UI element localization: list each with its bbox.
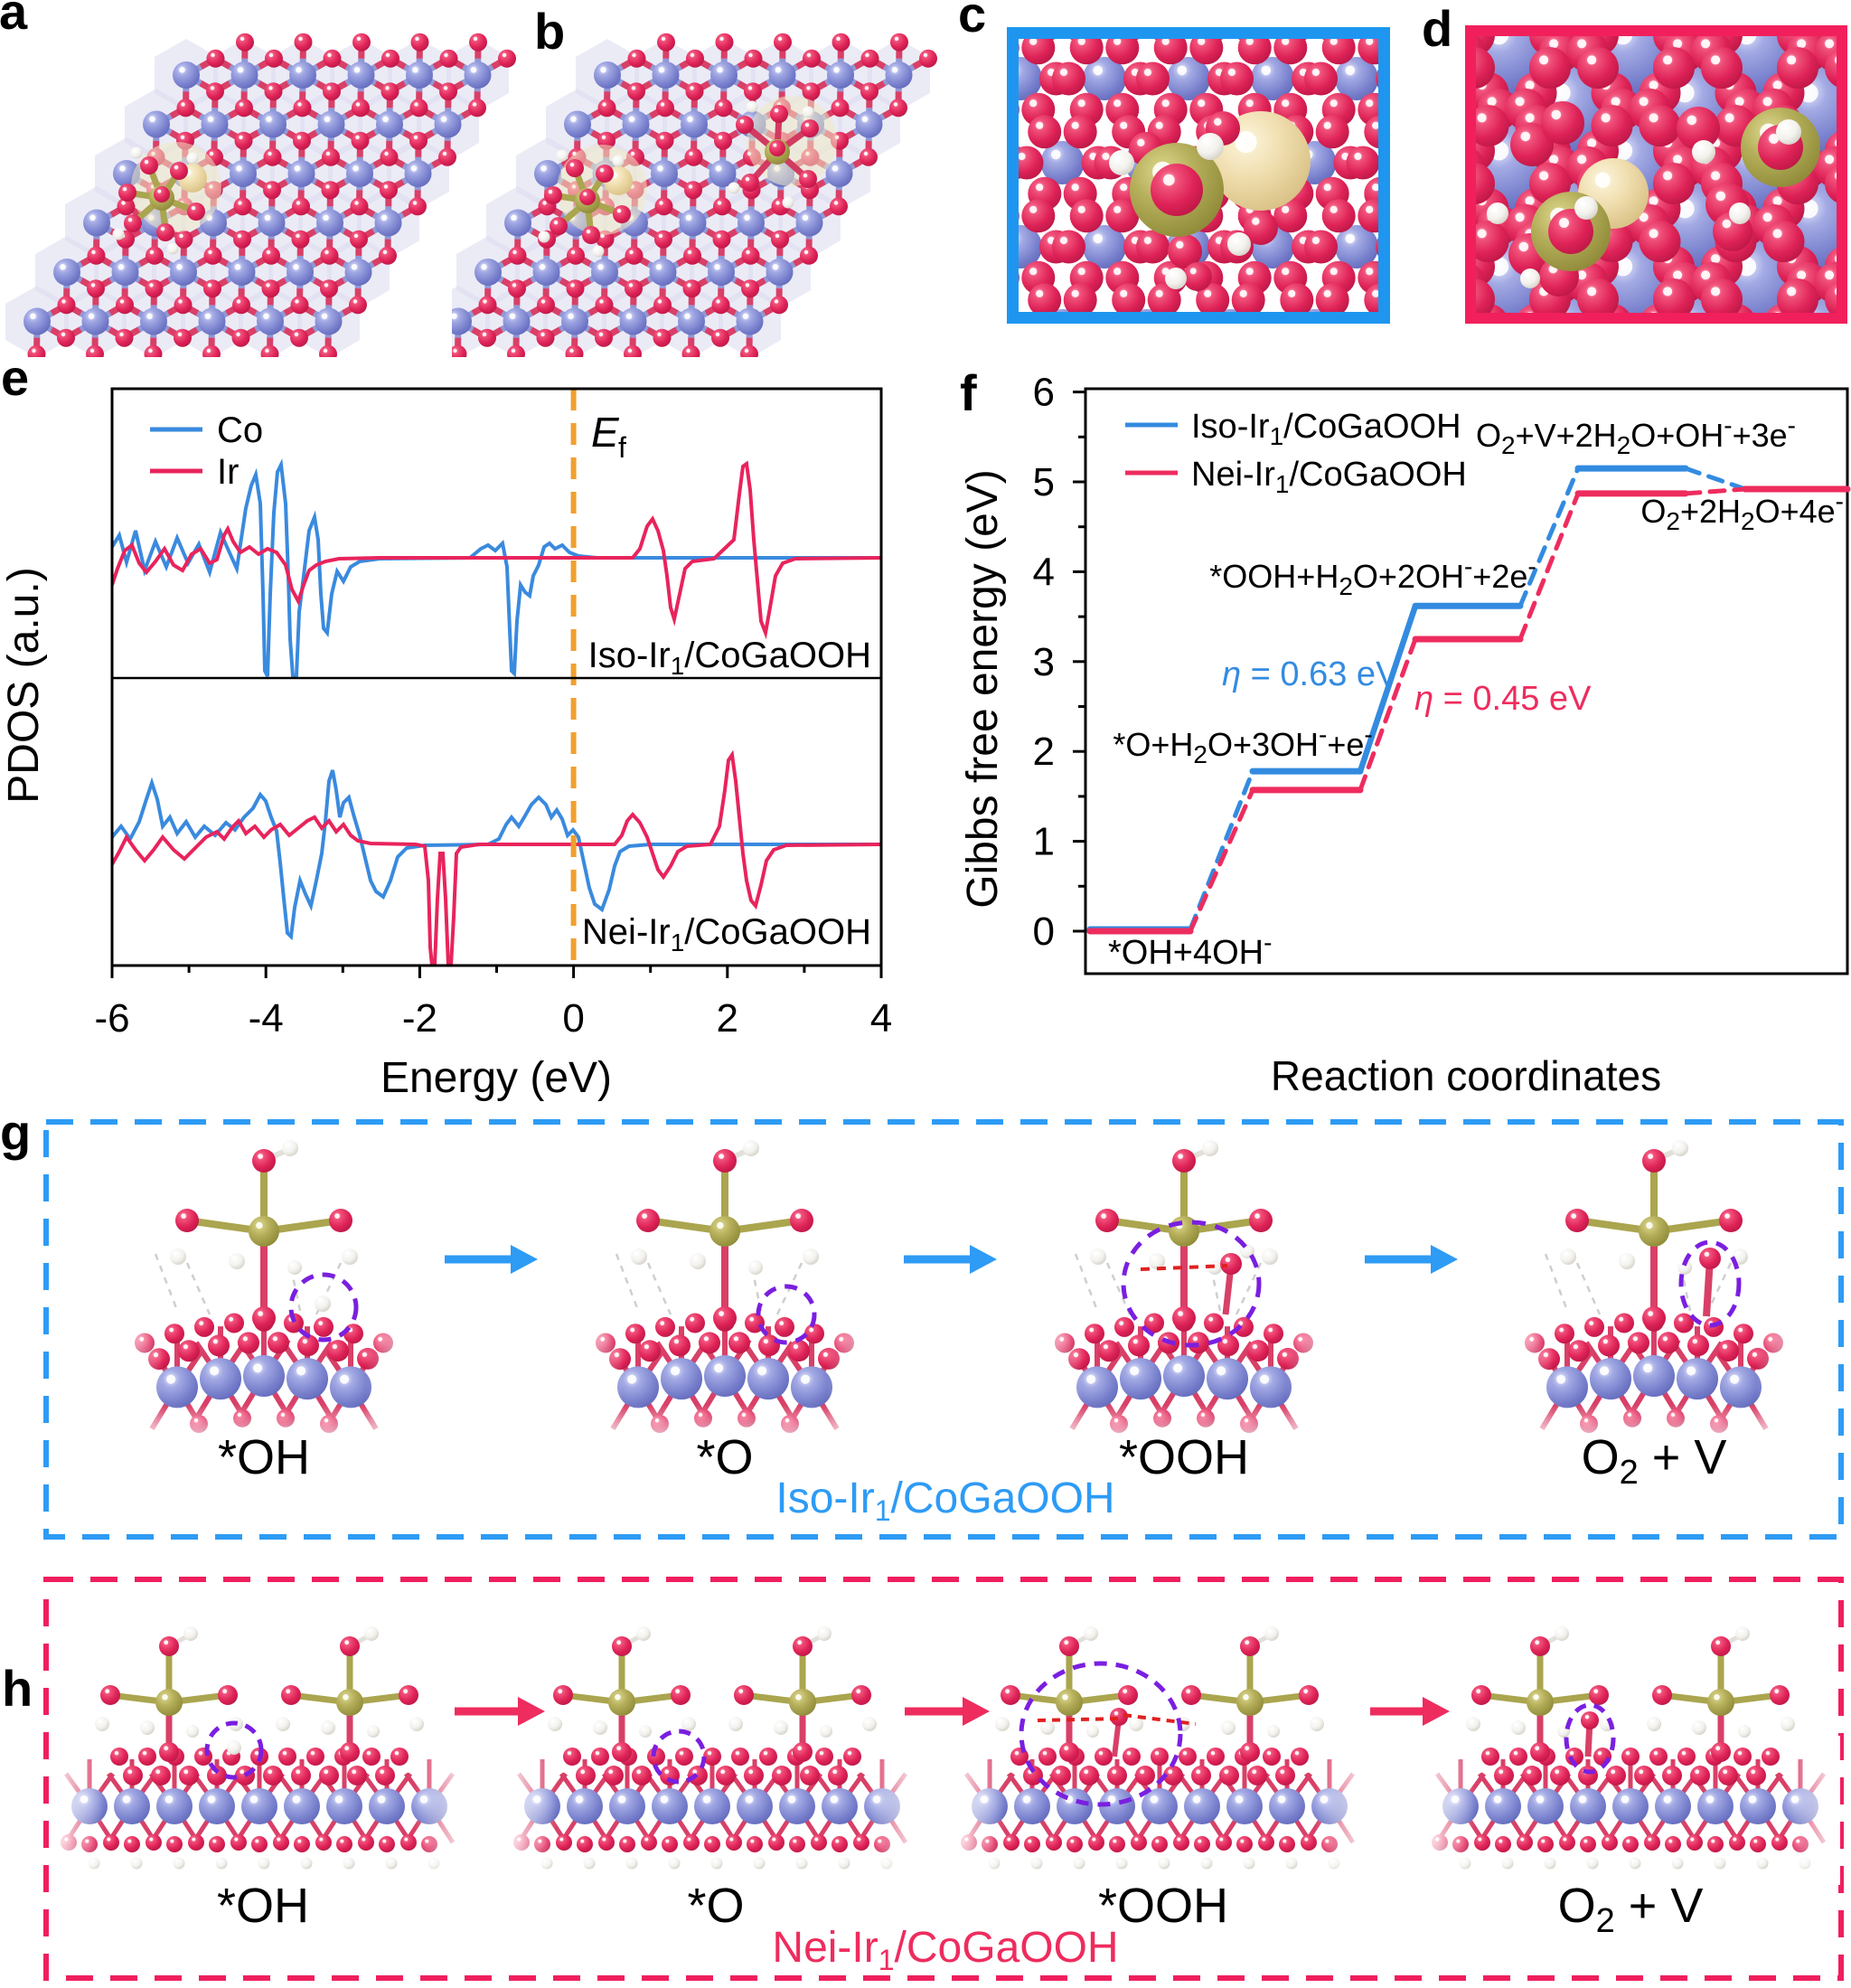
svg-text:Iso-Ir1/CoGaOOH: Iso-Ir1/CoGaOOH bbox=[588, 636, 871, 680]
svg-text:Iso-Ir1/CoGaOOH: Iso-Ir1/CoGaOOH bbox=[1191, 408, 1461, 450]
svg-text:Gibbs free energy (eV): Gibbs free energy (eV) bbox=[959, 469, 1007, 909]
svg-text:*OOH: *OOH bbox=[1098, 1879, 1228, 1933]
svg-text:*OH: *OH bbox=[218, 1430, 310, 1484]
svg-text:4: 4 bbox=[1033, 550, 1055, 594]
svg-text:Nei-Ir1/CoGaOOH: Nei-Ir1/CoGaOOH bbox=[1191, 456, 1467, 498]
svg-text:O2 + V: O2 + V bbox=[1582, 1430, 1727, 1492]
svg-text:*O+H2O+3OH-+e-: *O+H2O+3OH-+e- bbox=[1113, 721, 1372, 768]
svg-text:O2+V+2H2O+OH-+3e-: O2+V+2H2O+OH-+3e- bbox=[1476, 411, 1796, 459]
svg-text:-2: -2 bbox=[402, 996, 437, 1041]
svg-text:0: 0 bbox=[562, 996, 584, 1041]
svg-text:0: 0 bbox=[1033, 909, 1055, 954]
svg-text:O2 + V: O2 + V bbox=[1558, 1879, 1704, 1940]
svg-text:*O: *O bbox=[687, 1879, 744, 1933]
svg-text:PDOS (a.u.): PDOS (a.u.) bbox=[0, 567, 48, 803]
svg-text:Iso-Ir1/CoGaOOH: Iso-Ir1/CoGaOOH bbox=[775, 1475, 1114, 1527]
svg-text:-6: -6 bbox=[94, 996, 129, 1041]
svg-text:Reaction coordinates: Reaction coordinates bbox=[1271, 1052, 1661, 1099]
svg-text:2: 2 bbox=[1033, 730, 1055, 774]
svg-text:η = 0.45 eV: η = 0.45 eV bbox=[1414, 680, 1592, 718]
svg-text:*O: *O bbox=[696, 1430, 753, 1484]
svg-text:*OH: *OH bbox=[217, 1879, 309, 1933]
svg-text:5: 5 bbox=[1033, 460, 1055, 504]
svg-text:f: f bbox=[618, 431, 626, 464]
svg-text:Energy (eV): Energy (eV) bbox=[381, 1054, 612, 1102]
svg-text:3: 3 bbox=[1033, 640, 1055, 684]
svg-text:6: 6 bbox=[1033, 371, 1055, 415]
svg-text:η = 0.63 eV: η = 0.63 eV bbox=[1222, 655, 1399, 693]
svg-text:*OOH+H2O+2OH-+2e-: *OOH+H2O+2OH-+2e- bbox=[1209, 552, 1536, 600]
svg-text:*OH+4OH-: *OH+4OH- bbox=[1108, 928, 1272, 972]
svg-text:E: E bbox=[591, 409, 620, 456]
svg-text:Nei-Ir1/CoGaOOH: Nei-Ir1/CoGaOOH bbox=[772, 1924, 1118, 1976]
svg-text:2: 2 bbox=[717, 996, 738, 1041]
svg-text:4: 4 bbox=[870, 996, 892, 1041]
svg-text:*OOH: *OOH bbox=[1119, 1430, 1249, 1484]
svg-text:Nei-Ir1/CoGaOOH: Nei-Ir1/CoGaOOH bbox=[582, 912, 871, 956]
svg-text:-4: -4 bbox=[249, 996, 284, 1041]
svg-text:Ir: Ir bbox=[217, 452, 239, 492]
svg-text:1: 1 bbox=[1033, 820, 1055, 864]
svg-text:Co: Co bbox=[217, 410, 263, 450]
